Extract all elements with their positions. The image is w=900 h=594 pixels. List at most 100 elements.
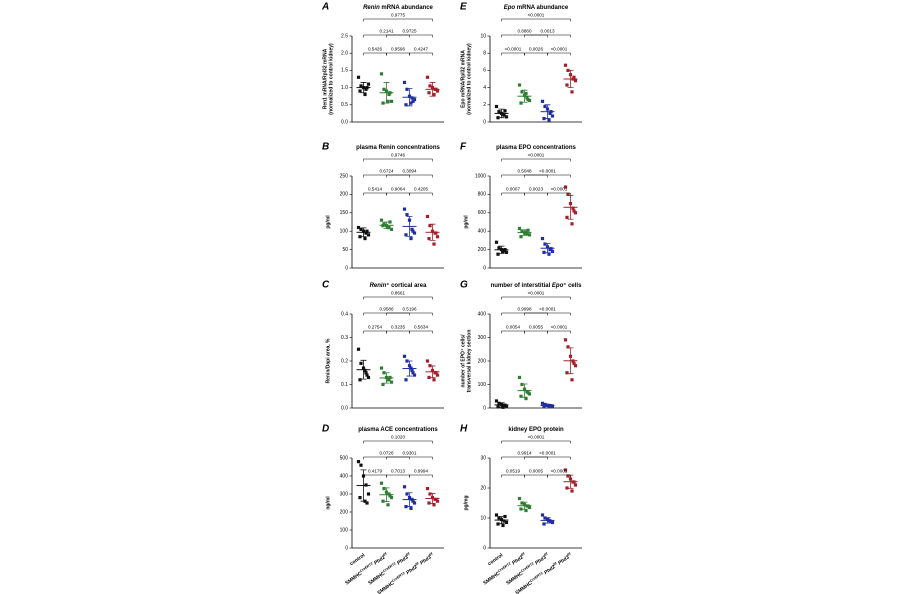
y-tick-label: 0.0 (341, 119, 348, 125)
panel-title: number of interstitial Epo⁺ cells (491, 282, 583, 289)
data-point (363, 368, 367, 372)
data-point (503, 109, 507, 113)
data-point (412, 98, 417, 102)
comparison-bracket (547, 330, 571, 334)
text-part: f/f (553, 561, 559, 567)
data-point (496, 522, 500, 526)
data-point (566, 474, 570, 478)
data-point (411, 371, 415, 375)
data-point (435, 89, 440, 93)
data-point (425, 214, 430, 219)
text-part: ⁺ cells (563, 282, 582, 289)
data-point (496, 116, 500, 120)
panel-title: plasma Renin concentrations (356, 145, 440, 151)
y-axis-label: (normalized to control kidney) (466, 43, 472, 115)
data-point (570, 378, 574, 382)
text-part: CreERT2 (391, 571, 405, 583)
comparison-bracket (363, 158, 433, 162)
data-point (386, 503, 390, 507)
data-point (540, 401, 545, 405)
data-point (389, 380, 394, 384)
data-point (434, 371, 438, 375)
data-point (573, 483, 578, 487)
data-point (382, 87, 386, 91)
text-part: Renin (363, 5, 380, 11)
panel-title: plasma ACE concentrations (358, 427, 438, 433)
sd-bar (498, 108, 505, 119)
sd-bar (498, 245, 505, 254)
text-part: plasma EPO concentrations (496, 145, 576, 151)
sd-bar (567, 70, 574, 88)
data-point (358, 235, 362, 239)
text-part: Epo (552, 283, 564, 289)
text-part: f/f (428, 551, 434, 557)
data-point (404, 378, 408, 382)
text-part: ⁺ cortical area (386, 282, 427, 289)
sd-bar (567, 347, 574, 375)
data-point (412, 501, 417, 505)
text-part: f/f (405, 551, 411, 557)
y-tick-label: 100 (478, 382, 487, 388)
data-point (402, 354, 407, 358)
y-tick-label: 400 (340, 473, 349, 479)
data-point (381, 101, 385, 105)
p-value: <0.0001 (528, 435, 545, 440)
data-point (549, 520, 553, 524)
y-tick-label: 600 (478, 210, 487, 216)
y-tick-label: 100 (340, 229, 349, 235)
y-tick-label: 50 (342, 247, 348, 253)
data-point (432, 503, 436, 507)
p-value: 0.4179 (368, 469, 382, 474)
comparison-bracket (409, 52, 433, 56)
sd-bar (383, 487, 390, 502)
p-value: 0.9586 (379, 307, 393, 312)
p-value: 0.5048 (517, 169, 531, 174)
y-tick-label: 30 (480, 455, 486, 461)
data-point (386, 378, 390, 382)
p-value: 0.1020 (391, 435, 405, 440)
y-axis-label: pg/mg (463, 496, 469, 511)
p-value: 0.0026 (529, 47, 543, 52)
text-part: Epo (504, 5, 516, 11)
data-point (571, 206, 575, 210)
data-point (382, 487, 386, 491)
comparison-bracket (501, 192, 525, 196)
data-point (366, 375, 371, 380)
p-value: 0.9064 (391, 187, 405, 192)
data-point (519, 507, 523, 511)
comparison-bracket (386, 34, 433, 38)
y-tick-label: 10 (480, 515, 486, 521)
text-part: f/f (415, 561, 421, 567)
comparison-bracket (501, 474, 525, 478)
comparison-bracket (386, 192, 410, 196)
sd-bar (521, 89, 528, 103)
text-part: f/f (566, 551, 572, 557)
data-point (404, 103, 408, 107)
data-point (519, 101, 523, 105)
sd-bar (521, 383, 528, 398)
sd-bar (498, 516, 505, 525)
panel-letter: B (322, 142, 329, 153)
comparison-bracket (524, 330, 548, 334)
data-point (428, 492, 432, 496)
data-point (504, 520, 509, 525)
data-point (364, 87, 368, 91)
p-value: <0.0001 (551, 469, 568, 474)
text-part: plasma Renin concentrations (356, 145, 440, 151)
data-point (432, 92, 436, 97)
data-point (428, 84, 432, 88)
data-point (356, 347, 361, 351)
data-point (497, 401, 501, 405)
text-part: f/f (382, 551, 388, 557)
data-point (381, 499, 385, 503)
p-value: 0.9746 (391, 153, 405, 158)
comparison-bracket (524, 474, 548, 478)
data-point (409, 506, 413, 510)
data-point (563, 468, 568, 472)
comparison-bracket (363, 296, 433, 300)
data-point (386, 99, 390, 103)
y-tick-label: 20 (480, 485, 486, 491)
panel-letter: D (322, 424, 329, 435)
comparison-bracket (501, 158, 571, 162)
data-point (382, 222, 386, 226)
